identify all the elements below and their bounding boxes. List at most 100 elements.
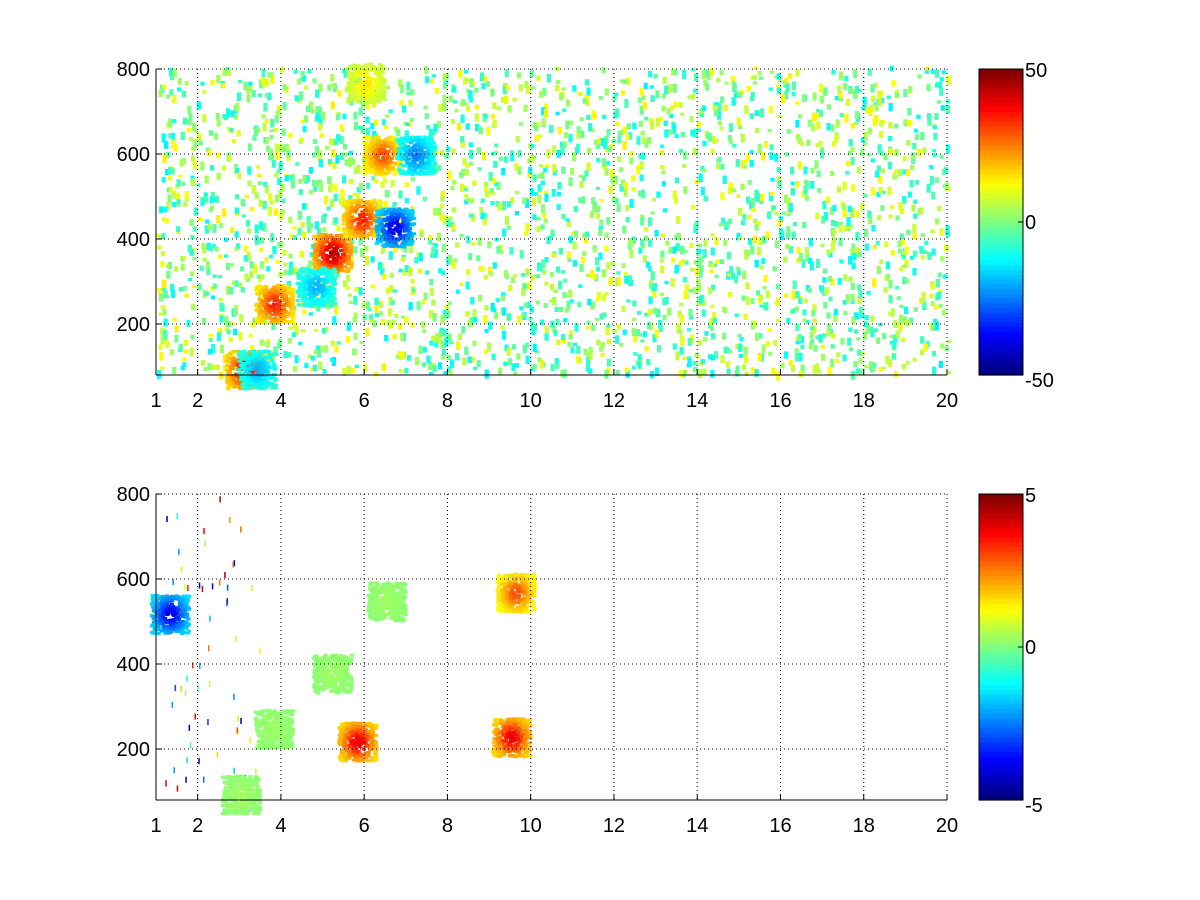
heatmap-cell bbox=[870, 84, 875, 93]
heatmap-cell bbox=[283, 351, 288, 359]
heatmap-cell bbox=[509, 247, 514, 255]
heatmap-cell bbox=[693, 73, 699, 82]
heatmap-cell bbox=[857, 296, 862, 305]
heatmap-cell bbox=[237, 368, 242, 372]
heatmap-cell bbox=[329, 138, 334, 145]
heatmap-cell bbox=[397, 165, 402, 169]
heatmap-cell bbox=[555, 318, 560, 325]
heatmap-cell bbox=[372, 150, 377, 154]
heatmap-cell bbox=[491, 353, 496, 361]
heatmap-cell bbox=[920, 336, 925, 344]
heatmap-cell bbox=[269, 254, 274, 259]
heatmap-cell bbox=[842, 181, 847, 191]
heatmap-cell bbox=[396, 229, 401, 233]
heatmap-cell bbox=[903, 119, 908, 127]
heatmap-cell bbox=[629, 151, 634, 157]
heatmap-cell bbox=[899, 233, 904, 243]
heatmap-cell bbox=[385, 114, 390, 118]
heatmap-cell bbox=[736, 266, 741, 271]
heatmap-cell bbox=[679, 346, 684, 355]
heatmap-cell bbox=[696, 121, 702, 128]
heatmap-cell bbox=[803, 166, 808, 175]
heatmap-cell bbox=[772, 265, 777, 272]
heatmap-cell bbox=[356, 164, 361, 174]
heatmap-cell bbox=[375, 230, 380, 234]
heatmap-cell bbox=[393, 246, 398, 253]
heatmap-cell bbox=[421, 299, 426, 305]
heatmap-cell bbox=[379, 166, 384, 170]
heatmap-cell bbox=[889, 66, 894, 72]
heatmap-cell bbox=[531, 197, 536, 207]
heatmap-cell bbox=[602, 164, 607, 170]
heatmap-cell bbox=[303, 279, 309, 283]
heatmap-cell bbox=[372, 130, 377, 137]
heatmap-cell bbox=[166, 151, 171, 158]
heatmap-cell bbox=[314, 350, 319, 355]
heatmap-cell bbox=[886, 274, 891, 279]
heatmap-cell bbox=[323, 273, 328, 277]
heatmap-cell bbox=[794, 306, 799, 312]
heatmap-cell bbox=[263, 182, 268, 187]
heatmap-cell bbox=[710, 148, 715, 154]
heatmap-cell bbox=[264, 290, 269, 294]
heatmap-cell bbox=[420, 142, 425, 146]
heatmap-cell bbox=[464, 346, 469, 355]
heatmap-cell bbox=[286, 320, 291, 324]
heatmap-cell bbox=[254, 224, 259, 234]
heatmap-cell bbox=[259, 247, 264, 253]
heatmap-cell bbox=[270, 382, 275, 386]
heatmap-cell bbox=[309, 269, 314, 273]
heatmap-cell bbox=[784, 293, 789, 298]
heatmap-cell bbox=[762, 236, 767, 244]
heatmap-cell bbox=[273, 127, 278, 132]
heatmap-cell bbox=[678, 148, 683, 153]
heatmap-cell bbox=[625, 77, 631, 86]
heatmap-cell bbox=[331, 149, 336, 158]
heatmap-cell bbox=[290, 299, 296, 303]
heatmap-cell bbox=[184, 81, 189, 86]
heatmap-cell bbox=[855, 314, 860, 320]
heatmap-cell bbox=[400, 208, 406, 212]
heatmap-cell bbox=[710, 233, 715, 237]
heatmap-cell bbox=[342, 213, 347, 217]
heatmap-cell bbox=[845, 294, 850, 304]
heatmap-cell bbox=[600, 137, 605, 147]
heatmap-cell bbox=[365, 140, 370, 144]
heatmap-cell bbox=[932, 366, 937, 376]
heatmap-cell bbox=[537, 173, 542, 179]
heatmap-cell bbox=[438, 268, 443, 274]
heatmap-cell bbox=[190, 178, 195, 187]
heatmap-cell bbox=[552, 145, 557, 153]
heatmap-cell bbox=[417, 268, 422, 274]
heatmap-cell bbox=[260, 78, 266, 87]
heatmap-cell bbox=[305, 282, 310, 286]
heatmap-cell bbox=[335, 155, 340, 164]
heatmap-cell bbox=[162, 279, 167, 289]
heatmap-cell bbox=[369, 171, 374, 175]
heatmap-cell bbox=[364, 255, 370, 265]
heatmap-cell bbox=[216, 74, 221, 84]
heatmap-cell bbox=[228, 376, 234, 380]
heatmap-cell bbox=[720, 192, 725, 201]
heatmap-cell bbox=[660, 292, 665, 297]
heatmap-cell bbox=[394, 219, 399, 223]
heatmap-cell bbox=[423, 292, 428, 301]
heatmap-cell bbox=[316, 262, 321, 266]
heatmap-cell bbox=[426, 147, 431, 151]
heatmap-cell bbox=[848, 138, 853, 147]
heatmap-cell bbox=[214, 195, 220, 204]
heatmap-cell bbox=[389, 142, 394, 146]
heatmap-cell bbox=[330, 357, 335, 362]
heatmap-cell bbox=[294, 355, 299, 363]
heatmap-cell bbox=[827, 276, 832, 282]
heatmap-cell bbox=[364, 223, 369, 227]
heatmap-cell bbox=[946, 370, 952, 374]
heatmap-cell bbox=[227, 156, 232, 161]
heatmap-cell bbox=[326, 265, 331, 269]
heatmap-cell bbox=[643, 227, 649, 232]
heatmap-cell bbox=[735, 159, 740, 167]
heatmap-cell bbox=[299, 281, 304, 285]
heatmap-cell bbox=[298, 139, 303, 144]
heatmap-cell bbox=[644, 346, 649, 351]
heatmap-cell bbox=[711, 135, 716, 144]
